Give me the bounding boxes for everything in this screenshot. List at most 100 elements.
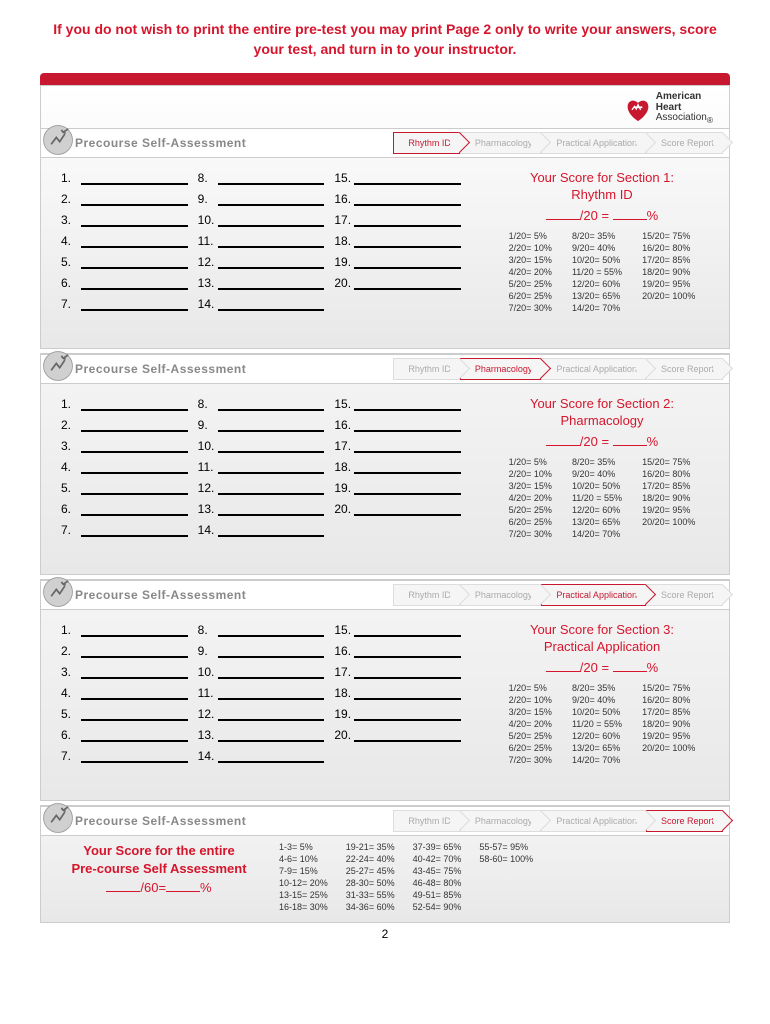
answer-row: 13.: [198, 276, 325, 290]
answer-blank[interactable]: [81, 215, 188, 227]
answer-blank[interactable]: [81, 504, 188, 516]
tab-score-report[interactable]: Score Report: [646, 810, 723, 832]
answer-blank[interactable]: [81, 420, 188, 432]
answer-blank[interactable]: [354, 278, 461, 290]
answer-blank[interactable]: [218, 278, 325, 290]
answer-blank[interactable]: [81, 278, 188, 290]
score-line[interactable]: /20 = %: [485, 434, 719, 449]
answer-blank[interactable]: [354, 441, 461, 453]
tab-practical-application[interactable]: Practical Application: [541, 584, 646, 606]
answer-row: 8.: [198, 623, 325, 637]
answer-blank[interactable]: [218, 751, 325, 763]
answer-blank[interactable]: [218, 194, 325, 206]
answer-blank[interactable]: [81, 646, 188, 658]
answer-blank[interactable]: [81, 462, 188, 474]
answer-row: 6.: [61, 502, 188, 516]
tab-pharmacology[interactable]: Pharmacology: [460, 584, 542, 606]
answer-row: 18.: [334, 460, 461, 474]
answer-blank[interactable]: [81, 399, 188, 411]
answer-blank[interactable]: [354, 730, 461, 742]
answer-blank[interactable]: [81, 667, 188, 679]
answer-row: 4.: [61, 460, 188, 474]
answer-blank[interactable]: [81, 688, 188, 700]
tab-pharmacology[interactable]: Pharmacology: [460, 810, 542, 832]
answer-blank[interactable]: [81, 441, 188, 453]
answer-blank[interactable]: [218, 441, 325, 453]
answer-blank[interactable]: [218, 173, 325, 185]
answer-row: 13.: [198, 728, 325, 742]
answer-blank[interactable]: [218, 730, 325, 742]
answer-blank[interactable]: [218, 420, 325, 432]
tab-rhythm-id[interactable]: Rhythm ID: [393, 810, 460, 832]
tab-score-report[interactable]: Score Report: [646, 358, 723, 380]
answer-blank[interactable]: [354, 646, 461, 658]
answer-blank[interactable]: [354, 173, 461, 185]
answer-blank[interactable]: [81, 173, 188, 185]
answer-blank[interactable]: [218, 504, 325, 516]
answer-blank[interactable]: [354, 483, 461, 495]
answer-blank[interactable]: [218, 215, 325, 227]
answer-blank[interactable]: [218, 299, 325, 311]
answer-blank[interactable]: [218, 646, 325, 658]
answer-blank[interactable]: [354, 399, 461, 411]
answer-row: 14.: [198, 297, 325, 311]
tab-pharmacology[interactable]: Pharmacology: [460, 358, 542, 380]
answer-blank[interactable]: [81, 751, 188, 763]
tab-row: Rhythm IDPharmacologyPractical Applicati…: [393, 584, 729, 606]
answer-blank[interactable]: [218, 257, 325, 269]
answer-blank[interactable]: [218, 525, 325, 537]
answer-blank[interactable]: [354, 257, 461, 269]
tab-score-report[interactable]: Score Report: [646, 132, 723, 154]
answer-blank[interactable]: [354, 420, 461, 432]
tab-row: Rhythm IDPharmacologyPractical Applicati…: [393, 132, 729, 154]
tab-practical-application[interactable]: Practical Application: [541, 358, 646, 380]
answer-blank[interactable]: [354, 215, 461, 227]
answer-blank[interactable]: [218, 688, 325, 700]
answer-blank[interactable]: [354, 625, 461, 637]
page-number: 2: [40, 927, 730, 941]
answer-blank[interactable]: [354, 688, 461, 700]
answer-blank[interactable]: [81, 483, 188, 495]
answer-row: 11.: [198, 460, 325, 474]
answer-blank[interactable]: [218, 462, 325, 474]
answer-blank[interactable]: [354, 236, 461, 248]
tab-rhythm-id[interactable]: Rhythm ID: [393, 358, 460, 380]
score-subtitle: Rhythm ID: [571, 187, 632, 202]
answer-blank[interactable]: [81, 257, 188, 269]
score-line[interactable]: /20 = %: [485, 660, 719, 675]
answer-blank[interactable]: [354, 709, 461, 721]
score-line[interactable]: /20 = %: [485, 208, 719, 223]
answer-row: 1.: [61, 397, 188, 411]
answer-blank[interactable]: [81, 236, 188, 248]
answer-blank[interactable]: [354, 504, 461, 516]
answer-blank[interactable]: [81, 525, 188, 537]
answer-blank[interactable]: [218, 236, 325, 248]
answer-row: 10.: [198, 665, 325, 679]
answer-row: 13.: [198, 502, 325, 516]
answer-blank[interactable]: [354, 194, 461, 206]
answer-blank[interactable]: [218, 667, 325, 679]
tab-pharmacology[interactable]: Pharmacology: [460, 132, 542, 154]
answer-row: 17.: [334, 439, 461, 453]
answer-blank[interactable]: [218, 483, 325, 495]
answer-blank[interactable]: [81, 299, 188, 311]
tab-rhythm-id[interactable]: Rhythm ID: [393, 132, 460, 154]
tab-practical-application[interactable]: Practical Application: [541, 810, 646, 832]
answer-blank[interactable]: [81, 625, 188, 637]
answer-blank[interactable]: [81, 194, 188, 206]
answer-blank[interactable]: [218, 709, 325, 721]
answer-blank[interactable]: [354, 667, 461, 679]
answer-blank[interactable]: [81, 709, 188, 721]
answer-blank[interactable]: [354, 462, 461, 474]
answer-row: 6.: [61, 728, 188, 742]
answer-row: 5.: [61, 481, 188, 495]
answer-row: 3.: [61, 665, 188, 679]
final-score-blank[interactable]: [106, 882, 140, 892]
answer-blank[interactable]: [218, 625, 325, 637]
tab-rhythm-id[interactable]: Rhythm ID: [393, 584, 460, 606]
score-subtitle: Practical Application: [544, 639, 660, 654]
tab-score-report[interactable]: Score Report: [646, 584, 723, 606]
answer-blank[interactable]: [218, 399, 325, 411]
answer-blank[interactable]: [81, 730, 188, 742]
tab-practical-application[interactable]: Practical Application: [541, 132, 646, 154]
